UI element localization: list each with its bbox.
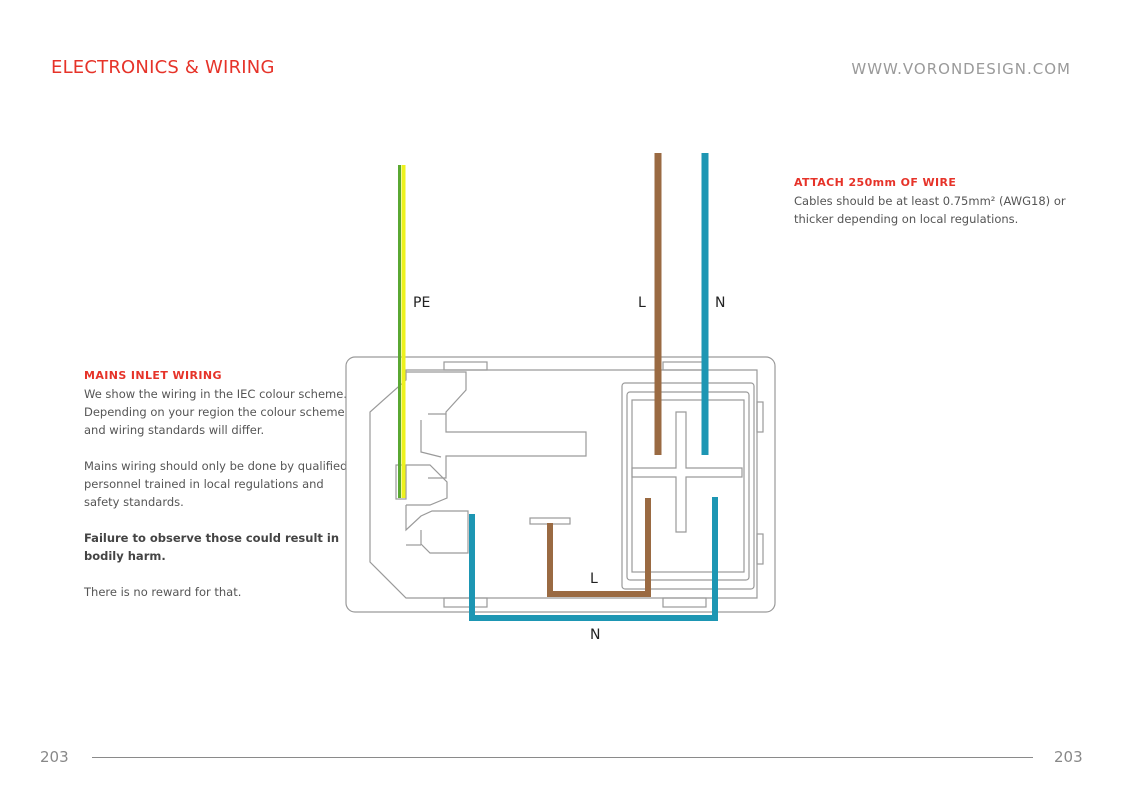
mains-para1-line1: We show the wiring in the IEC colour sch…	[84, 387, 347, 401]
neutral-label-bottom: N	[590, 627, 600, 643]
iec-inlet-housing	[345, 356, 776, 613]
pe-label: PE	[413, 295, 430, 311]
bottom-clip-right	[662, 597, 707, 608]
bottom-clip-left	[443, 597, 488, 608]
mains-inlet-note: MAINS INLET WIRING We show the wiring in…	[84, 367, 354, 601]
mains-warning-line2: bodily harm.	[84, 549, 166, 563]
live-jumper-wire	[547, 498, 651, 597]
side-notch-top	[756, 401, 764, 433]
wires	[398, 153, 718, 621]
attach-wire-note: ATTACH 250mm OF WIRE Cables should be at…	[794, 174, 1084, 228]
mains-para2-line2: personnel trained in local regulations a…	[84, 477, 324, 491]
mains-para2-line1: Mains wiring should only be done by qual…	[84, 459, 348, 473]
fuse-holder	[405, 505, 469, 554]
inlet-body-outline	[369, 369, 758, 599]
website-url[interactable]: WWW.VORONDESIGN.COM	[851, 60, 1071, 78]
mains-warning-line1: Failure to observe those could result in	[84, 531, 340, 545]
socket-cross-divider	[631, 411, 743, 533]
page-number-left: 203	[40, 748, 69, 766]
mains-closing: There is no reward for that.	[84, 585, 242, 599]
mains-para2-line3: safety standards.	[84, 495, 184, 509]
footer-divider	[92, 757, 1033, 758]
attach-wire-text-1: Cables should be at least 0.75mm² (AWG18…	[794, 194, 1066, 208]
top-clip-left	[443, 361, 488, 371]
page-number-right: 203	[1054, 748, 1083, 766]
side-notch-bottom	[756, 533, 764, 565]
neutral-label-top: N	[715, 295, 725, 311]
mains-inlet-title: MAINS INLET WIRING	[84, 369, 222, 382]
live-label-bottom: L	[590, 571, 598, 587]
attach-wire-text-2: thicker depending on local regulations.	[794, 212, 1019, 226]
terminal-detail-a	[420, 420, 442, 458]
socket-inner-rim	[631, 399, 745, 573]
section-title: ELECTRONICS & WIRING	[51, 57, 275, 78]
top-clip-right	[662, 361, 707, 371]
mains-para1-line3: and wiring standards will differ.	[84, 423, 265, 437]
earth-terminal	[406, 464, 448, 506]
inlet-outer-frame	[345, 356, 776, 613]
switch-contact-upper	[406, 371, 587, 479]
socket-outer-rim	[621, 382, 755, 590]
mains-para1-line2: Depending on your region the colour sche…	[84, 405, 345, 419]
neutral-jumper-wire	[469, 497, 718, 621]
live-label-top: L	[638, 295, 646, 311]
attach-wire-title: ATTACH 250mm OF WIRE	[794, 176, 957, 189]
socket-middle-rim	[626, 391, 750, 581]
